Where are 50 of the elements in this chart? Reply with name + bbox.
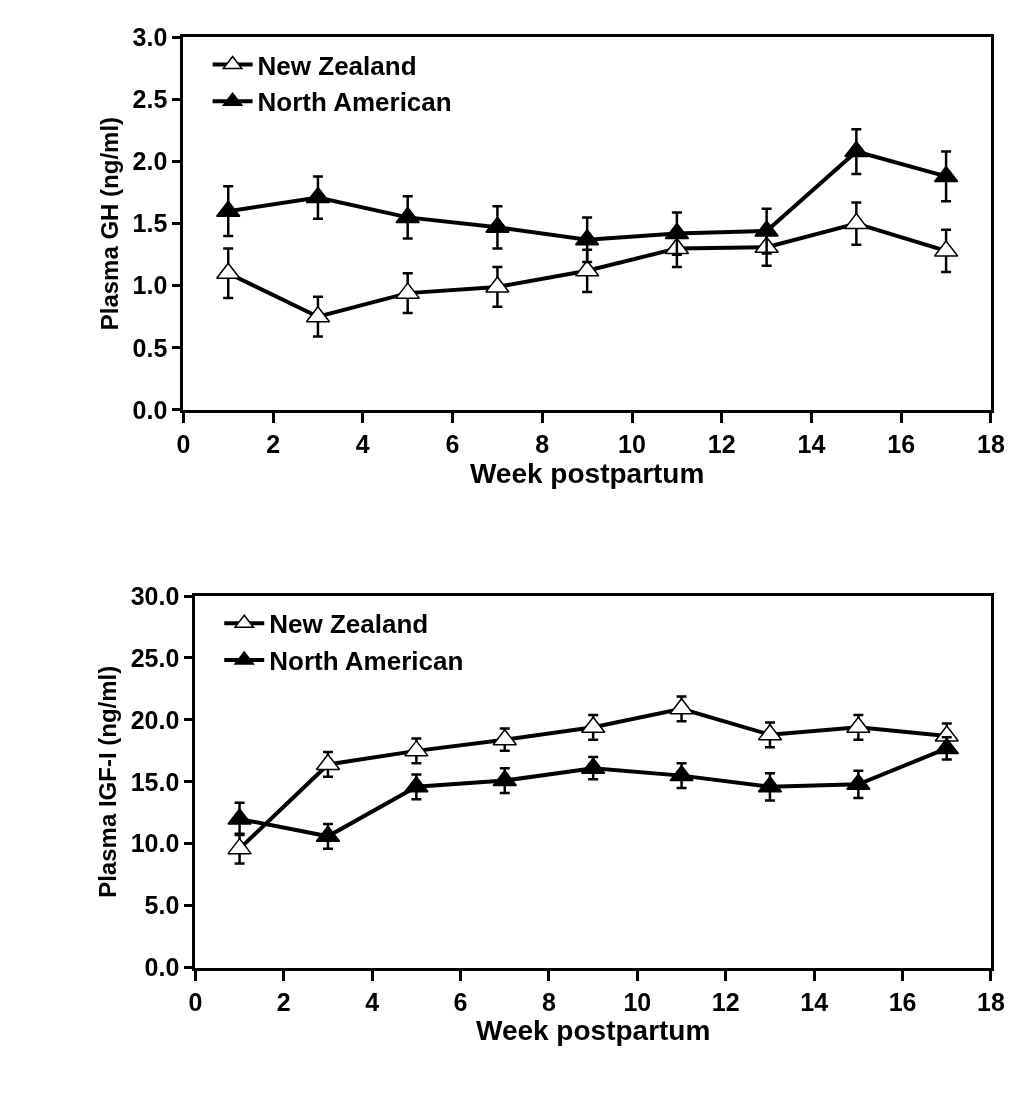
x-tick-label: 2 xyxy=(276,987,291,1016)
x-tick-label: 6 xyxy=(453,987,468,1016)
x-tick-label: 8 xyxy=(542,987,557,1016)
point xyxy=(846,773,871,791)
y-tick-label: 20.0 xyxy=(130,705,180,734)
y-tick-label: 5.0 xyxy=(144,891,180,920)
legend-label: North American xyxy=(269,646,464,677)
x-tick-label: 2 xyxy=(266,429,281,458)
y-tick-label: 3.0 xyxy=(132,23,168,52)
point xyxy=(227,837,252,855)
y-tick-label: 0.0 xyxy=(132,395,168,424)
x-tick-label: 18 xyxy=(977,429,1005,458)
y-tick-label: 1.5 xyxy=(132,209,168,238)
legend-label: North American xyxy=(257,87,452,118)
y-tick-label: 2.5 xyxy=(132,85,168,114)
x-tick-label: 0 xyxy=(188,987,203,1016)
y-tick-label: 0.0 xyxy=(144,953,180,982)
x-tick-label: 10 xyxy=(618,429,646,458)
x-tick-label: 12 xyxy=(711,987,740,1016)
x-axis-title: Week postpartum xyxy=(469,457,705,489)
x-tick-label: 12 xyxy=(707,429,736,458)
legend-label: New Zealand xyxy=(269,609,429,640)
y-tick-label: 25.0 xyxy=(130,643,180,672)
point xyxy=(844,140,869,158)
x-tick-label: 16 xyxy=(887,429,916,458)
y-tick-label: 1.0 xyxy=(132,271,168,300)
y-axis-title: Plasma IGF-I (ng/ml) xyxy=(93,665,121,898)
x-tick-label: 4 xyxy=(365,987,380,1016)
x-tick-label: 4 xyxy=(355,429,370,458)
y-tick-label: 0.5 xyxy=(132,333,168,362)
point xyxy=(846,716,871,734)
point xyxy=(395,206,420,224)
x-tick-label: 14 xyxy=(797,429,826,458)
point xyxy=(669,764,694,782)
x-tick-label: 0 xyxy=(176,429,191,458)
x-tick-label: 6 xyxy=(445,429,460,458)
legend-label: New Zealand xyxy=(257,50,417,81)
y-axis-title: Plasma GH (ng/ml) xyxy=(95,116,123,331)
y-tick-label: 30.0 xyxy=(130,581,180,610)
x-axis-title: Week postpartum xyxy=(475,1015,711,1047)
x-tick-label: 8 xyxy=(535,429,550,458)
point xyxy=(844,212,869,230)
x-tick-label: 18 xyxy=(977,987,1005,1016)
point xyxy=(485,216,510,234)
x-tick-label: 10 xyxy=(623,987,652,1016)
y-tick-label: 15.0 xyxy=(130,767,180,796)
x-tick-label: 14 xyxy=(800,987,829,1016)
y-tick-label: 10.0 xyxy=(130,829,180,858)
x-tick-label: 16 xyxy=(888,987,917,1016)
y-tick-label: 2.0 xyxy=(132,147,168,176)
